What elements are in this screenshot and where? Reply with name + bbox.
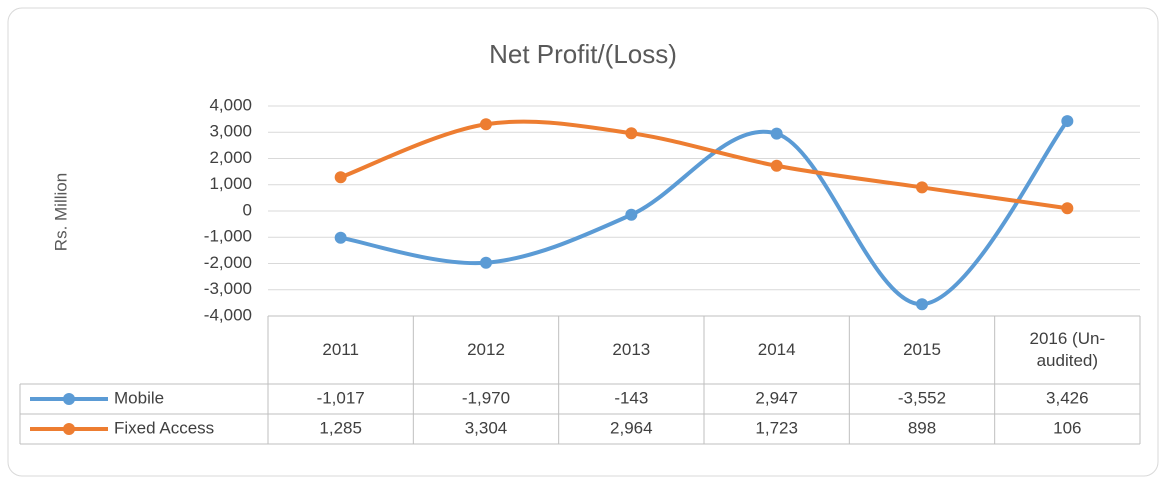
chart-border: [7, 7, 1159, 477]
data-point: [334, 171, 347, 184]
legend-marker: [63, 423, 75, 435]
table-value: -3,552: [898, 388, 946, 407]
y-tick-label: -2,000: [204, 253, 252, 272]
data-point: [625, 208, 638, 221]
data-point: [916, 298, 928, 311]
x-category-cell: 2012: [467, 339, 505, 359]
x-category-cell: 2013: [612, 339, 651, 359]
y-tick-label: -3,000: [204, 279, 252, 298]
x-category-cell: 2014: [757, 339, 796, 359]
y-axis-label: Rs. Million: [51, 173, 70, 251]
table-value: 1,285: [319, 418, 362, 437]
x-tick-label: 2011: [322, 339, 359, 359]
data-point: [480, 256, 492, 269]
y-tick-label: -1,000: [204, 227, 252, 246]
y-tick-label: 1,000: [209, 174, 252, 193]
table-value: 2,947: [755, 388, 798, 407]
legend-marker: [63, 393, 75, 405]
x-tick-label: 2014: [757, 339, 796, 359]
x-tick-label: 2016 (Un-audited): [1029, 328, 1106, 370]
x-category-cell: 2011: [322, 339, 359, 359]
table-value: 1,723: [755, 418, 798, 437]
table-value: -1,970: [462, 388, 510, 407]
x-tick-label: 2012: [467, 339, 505, 359]
data-point: [770, 159, 783, 172]
y-tick-label: -4,000: [204, 305, 252, 324]
legend-label: Fixed Access: [114, 418, 214, 437]
data-point: [770, 127, 783, 140]
chart-title: Net Profit/(Loss): [489, 39, 677, 69]
table-value: 106: [1053, 418, 1081, 437]
data-point: [625, 127, 638, 140]
table-value: -1,017: [317, 388, 365, 407]
data-point: [1061, 115, 1074, 128]
x-category-cell: 2015: [903, 339, 941, 359]
x-tick-label: 2015: [903, 339, 941, 359]
table-value: -143: [614, 388, 648, 407]
data-point: [1061, 202, 1074, 215]
data-point: [916, 181, 928, 194]
y-tick-label: 3,000: [209, 122, 252, 141]
table-value: 2,964: [610, 418, 653, 437]
table-value: 898: [908, 418, 936, 437]
series-line: [338, 119, 1070, 211]
y-tick-label: 0: [243, 200, 252, 219]
table-value: 3,426: [1046, 388, 1089, 407]
legend-label: Mobile: [114, 388, 164, 407]
y-tick-label: 2,000: [209, 148, 252, 167]
data-point: [480, 118, 492, 131]
x-tick-label: 2013: [612, 339, 651, 359]
y-tick-label: 4,000: [209, 95, 252, 114]
x-category-cell: 2016 (Un-audited): [1029, 328, 1106, 370]
table-value: 3,304: [465, 418, 508, 437]
data-point: [334, 231, 347, 244]
